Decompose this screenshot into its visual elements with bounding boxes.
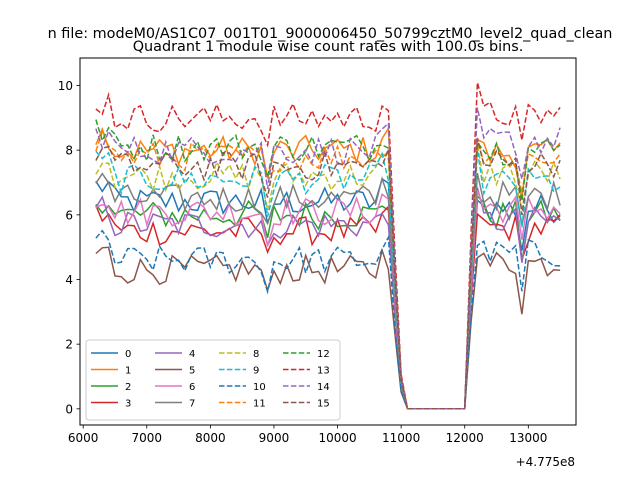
series-line-3	[95, 204, 561, 410]
legend-label-7: 7	[189, 399, 195, 410]
x-tick-label: 6000	[68, 431, 99, 445]
x-tick-label: 11000	[382, 431, 420, 445]
plot-area	[95, 82, 561, 410]
y-tick-label: 4	[65, 273, 73, 287]
series-line-8	[95, 143, 561, 410]
legend-label-5: 5	[189, 366, 195, 377]
y-tick-label: 10	[58, 79, 73, 93]
axes-frame	[79, 57, 577, 426]
x-tick-label: 12000	[446, 431, 484, 445]
series-line-13	[95, 82, 561, 410]
series-line-12	[95, 119, 561, 410]
legend-label-15: 15	[317, 399, 330, 410]
legend-label-10: 10	[253, 382, 266, 393]
legend-label-3: 3	[125, 399, 131, 410]
chart-title: Quadrant 1 module wise count rates with …	[133, 39, 524, 55]
legend-label-8: 8	[253, 349, 259, 360]
series-line-2	[95, 194, 561, 410]
series-line-1	[95, 125, 561, 410]
x-tick-label: 10000	[318, 431, 356, 445]
series-line-10	[95, 229, 561, 410]
figure-suptitle: n file: modeM0/AS1C07_001T01_9000006450_…	[48, 26, 613, 42]
x-tick-label: 13000	[509, 431, 547, 445]
series-line-5	[95, 246, 561, 410]
legend-label-1: 1	[125, 366, 131, 377]
series-line-7	[95, 172, 561, 410]
axis-ticks: 6000 7000 8000 9000 10000 11000 12000 13000 0 2 4 6…	[58, 79, 548, 445]
legend-label-12: 12	[317, 349, 330, 360]
legend-label-2: 2	[125, 382, 131, 393]
legend-label-4: 4	[189, 349, 195, 360]
series-line-4	[95, 187, 561, 410]
series-line-9	[95, 149, 561, 410]
y-tick-label: 8	[65, 144, 73, 158]
x-tick-label: 8000	[195, 431, 226, 445]
legend-label-9: 9	[253, 366, 259, 377]
series-line-15	[95, 138, 561, 410]
y-tick-label: 6	[65, 208, 73, 222]
x-tick-label: 7000	[131, 431, 162, 445]
y-tick-label: 0	[65, 402, 73, 416]
series-line-6	[95, 190, 561, 410]
legend-label-14: 14	[317, 382, 330, 393]
legend-label-6: 6	[189, 382, 195, 393]
x-axis-offset-label: +4.775e8	[516, 455, 575, 469]
y-tick-label: 2	[65, 338, 73, 352]
legend-label-0: 0	[125, 349, 131, 360]
legend-label-13: 13	[317, 366, 330, 377]
legend-label-11: 11	[253, 399, 266, 410]
legend-box	[85, 339, 341, 421]
x-tick-label: 9000	[259, 431, 290, 445]
